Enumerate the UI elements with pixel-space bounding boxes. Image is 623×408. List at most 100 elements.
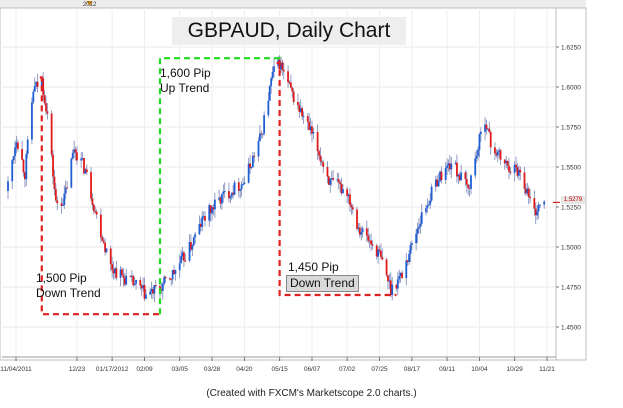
candle-body bbox=[31, 102, 33, 140]
candlestick bbox=[380, 243, 382, 260]
candle-body bbox=[367, 235, 370, 241]
candlestick bbox=[465, 171, 468, 193]
candlestick bbox=[171, 269, 174, 285]
candlestick bbox=[347, 192, 350, 204]
candlestick bbox=[419, 215, 422, 234]
candle-body bbox=[318, 151, 320, 156]
candle-body bbox=[213, 199, 216, 210]
candlestick bbox=[426, 198, 429, 213]
plot-background bbox=[0, 7, 587, 361]
candle-body bbox=[370, 240, 372, 245]
candle-body bbox=[101, 237, 104, 241]
candle-body bbox=[222, 191, 225, 194]
chart-title: GBPAUD, Daily Chart bbox=[187, 19, 391, 42]
candle-body bbox=[130, 275, 133, 277]
candle-body bbox=[458, 174, 461, 181]
candle-body bbox=[259, 133, 261, 142]
candle-body bbox=[464, 172, 467, 180]
candlestick bbox=[135, 279, 137, 290]
candlestick bbox=[223, 182, 226, 199]
trend-bracket-down1 bbox=[39, 76, 160, 316]
candlestick bbox=[94, 206, 97, 214]
candlestick bbox=[503, 158, 506, 170]
candlestick bbox=[458, 171, 461, 182]
candlestick bbox=[63, 185, 66, 209]
candlestick bbox=[81, 152, 84, 161]
candlestick bbox=[539, 204, 541, 209]
candlestick bbox=[267, 91, 270, 118]
y-tick-label: 1.5500 bbox=[561, 165, 581, 172]
candle-body bbox=[498, 150, 501, 152]
candlestick bbox=[222, 184, 225, 203]
candlestick bbox=[351, 204, 354, 215]
candle-body bbox=[83, 158, 85, 174]
candle-body bbox=[489, 132, 492, 148]
candlestick bbox=[109, 245, 112, 272]
candle-body bbox=[54, 189, 57, 201]
candlestick bbox=[508, 157, 510, 180]
candle-body bbox=[503, 159, 506, 164]
candle-body bbox=[395, 284, 398, 289]
candle-body bbox=[436, 179, 439, 187]
candlestick bbox=[515, 156, 517, 172]
candle-body bbox=[527, 188, 530, 197]
candle-body bbox=[356, 209, 358, 229]
candlestick bbox=[132, 274, 135, 287]
candlestick bbox=[370, 233, 372, 251]
candlestick bbox=[523, 166, 526, 195]
candle-body bbox=[263, 115, 266, 134]
candle-body bbox=[408, 254, 410, 263]
candle-body bbox=[63, 193, 66, 206]
candlestick bbox=[133, 277, 136, 286]
candlestick bbox=[513, 161, 516, 182]
candle-body bbox=[240, 184, 243, 190]
candle-body bbox=[123, 277, 126, 285]
candle-body bbox=[434, 179, 437, 187]
candlestick bbox=[399, 272, 402, 283]
candle-body bbox=[154, 285, 157, 287]
candle-body bbox=[319, 155, 322, 162]
candle-body bbox=[109, 248, 112, 265]
candle-body bbox=[94, 211, 97, 213]
candlestick bbox=[489, 130, 492, 155]
candle-body bbox=[115, 268, 118, 278]
annotation-down-trend-1-label: Down Trend bbox=[36, 286, 101, 300]
candlestick bbox=[152, 286, 154, 300]
x-tick-label: 11/21 bbox=[539, 366, 555, 373]
annotation-down-trend-2-label: Down Trend bbox=[286, 275, 359, 292]
candlestick bbox=[229, 195, 232, 204]
candle-body bbox=[84, 169, 87, 174]
candlestick bbox=[92, 203, 95, 215]
candlestick bbox=[160, 282, 163, 294]
candle-body bbox=[173, 270, 175, 274]
candle-body bbox=[430, 186, 433, 201]
candle-body bbox=[229, 196, 232, 199]
candlestick bbox=[188, 234, 191, 263]
trend-bracket-down2 bbox=[276, 61, 397, 297]
candlestick bbox=[537, 202, 540, 219]
candlestick bbox=[543, 199, 546, 209]
candlestick bbox=[485, 119, 488, 135]
candle-body bbox=[446, 165, 448, 169]
candlestick bbox=[115, 261, 118, 281]
candle-body bbox=[260, 133, 263, 135]
candlestick bbox=[312, 127, 315, 140]
candle-body bbox=[347, 194, 350, 197]
candle-body bbox=[150, 289, 153, 292]
candlestick bbox=[450, 156, 453, 178]
candle-body bbox=[302, 116, 305, 118]
x-tick-label: 11/04/2011 bbox=[0, 366, 32, 373]
candlestick bbox=[430, 183, 433, 203]
candle-body bbox=[539, 204, 541, 206]
candlestick bbox=[32, 89, 35, 105]
candlestick bbox=[56, 196, 59, 211]
candle-body bbox=[429, 200, 432, 205]
candle-body bbox=[192, 237, 195, 246]
candle-body bbox=[536, 211, 539, 216]
candlestick bbox=[395, 284, 398, 292]
candle-body bbox=[427, 204, 430, 206]
candlestick bbox=[181, 246, 184, 261]
candle-body bbox=[410, 243, 413, 246]
candle-body bbox=[26, 139, 29, 154]
candlestick bbox=[516, 163, 519, 178]
